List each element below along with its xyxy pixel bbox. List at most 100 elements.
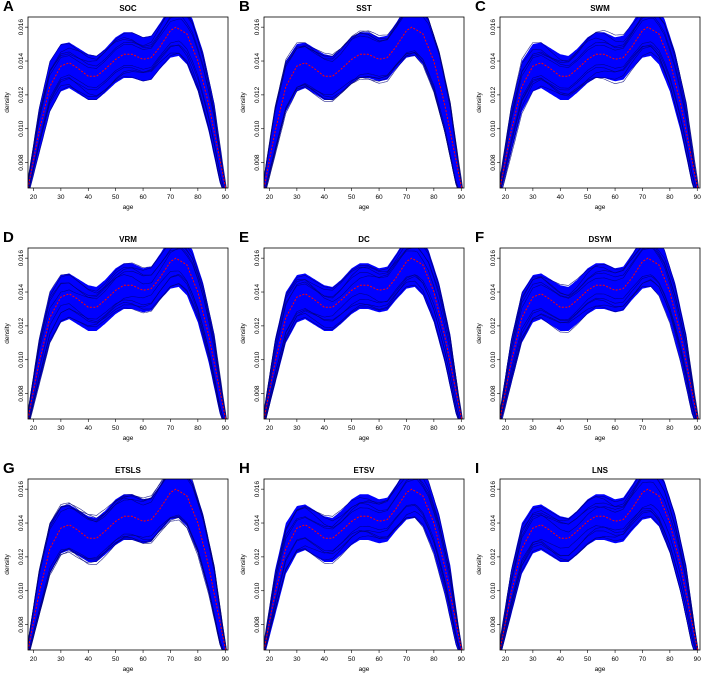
y-tick-label: 0.014: [254, 515, 261, 532]
y-tick-label: 0.016: [490, 19, 497, 36]
lower-trace-line: [502, 279, 695, 419]
x-tick-label: 80: [430, 656, 438, 663]
lower-trace-line: [264, 503, 461, 650]
lower-trace-line: [265, 55, 459, 188]
lower-trace-line: [30, 283, 223, 419]
x-tick-label: 50: [348, 656, 356, 663]
panel-letter: I: [475, 460, 480, 477]
upper-trace-line: [264, 479, 463, 650]
y-axis-label: density: [476, 91, 483, 112]
y-tick-label: 0.016: [18, 481, 25, 498]
x-tick-label: 50: [348, 194, 356, 201]
y-tick-label: 0.010: [18, 120, 25, 137]
y-tick-label: 0.014: [18, 53, 25, 70]
y-axis-label: density: [476, 553, 483, 574]
x-tick-label: 80: [666, 656, 674, 663]
plot-area: [264, 248, 463, 419]
y-tick-label: 0.008: [490, 154, 497, 171]
x-tick-label: 70: [167, 425, 175, 432]
x-tick-label: 80: [430, 425, 438, 432]
x-tick-label: 80: [430, 194, 438, 201]
plot-area: [500, 479, 699, 650]
curve-band: [28, 479, 227, 650]
x-tick-label: 30: [529, 194, 537, 201]
chart-panel-d: VRM 20 30 40 50 60 70 80 90 age 0.008 0.010 0.012 0.0…: [0, 229, 236, 462]
x-tick-label: 70: [639, 425, 647, 432]
x-tick-label: 30: [57, 425, 65, 432]
upper-trace-line: [500, 248, 699, 419]
x-tick-label: 80: [194, 194, 202, 201]
x-tick-label: 20: [30, 194, 38, 201]
y-tick-label: 0.014: [18, 515, 25, 532]
y-tick-label: 0.012: [254, 86, 261, 103]
lower-trace-line: [501, 510, 694, 650]
plot-frame: [263, 247, 465, 420]
plot-area: [264, 17, 464, 188]
panel-letter: A: [3, 0, 14, 15]
x-tick-label: 70: [167, 194, 175, 201]
x-tick-label: 70: [167, 656, 175, 663]
x-tick-label: 40: [321, 656, 329, 663]
lower-trace-line: [29, 515, 223, 650]
x-tick-label: 60: [139, 425, 147, 432]
chart-panel-f: DSYM 20 30 40 50 60 70 80 90 age 0.008 0.010 0.012 0.…: [472, 229, 708, 462]
x-tick-label: 90: [458, 656, 466, 663]
lower-trace-line: [500, 511, 696, 650]
chart-title: SWM: [590, 4, 610, 13]
curve-band: [264, 17, 463, 188]
y-tick-label: 0.016: [254, 250, 261, 267]
lower-trace-line: [265, 516, 459, 650]
upper-trace-line: [500, 17, 700, 188]
y-axis-label: density: [4, 91, 11, 112]
x-tick-label: 70: [639, 656, 647, 663]
y-tick-label: 0.012: [490, 317, 497, 334]
y-axis-label: density: [240, 91, 247, 112]
x-tick-label: 50: [584, 425, 592, 432]
y-axis-label: density: [240, 553, 247, 574]
y-tick-label: 0.014: [18, 284, 25, 301]
x-tick-label: 40: [85, 425, 93, 432]
x-axis-label: age: [595, 666, 606, 673]
y-axis-label: density: [476, 322, 483, 343]
y-axis-label: density: [4, 322, 11, 343]
x-tick-label: 90: [222, 194, 230, 201]
chart-svg: LNS 20 30 40 50 60 70 80 90 age 0.008 0.010 0.012 0.0…: [476, 466, 701, 673]
plot-frame: [263, 478, 465, 651]
panel-letter: C: [475, 0, 486, 15]
upper-trace-line: [500, 17, 698, 188]
plot-area: [28, 17, 227, 188]
y-tick-label: 0.008: [254, 616, 261, 633]
x-tick-label: 60: [375, 656, 383, 663]
upper-trace-line: [28, 17, 227, 188]
mean-curve-line: [264, 26, 463, 188]
chart-panel-e: DC 20 30 40 50 60 70 80 90 age 0.008 0.010 0.012 0.01…: [236, 229, 472, 462]
x-tick-label: 60: [611, 194, 619, 201]
y-tick-label: 0.008: [254, 154, 261, 171]
y-tick-label: 0.008: [18, 385, 25, 402]
lower-trace-line: [500, 504, 697, 650]
chart-title: SST: [356, 4, 372, 13]
x-axis-label: age: [359, 666, 370, 673]
x-tick-label: 40: [321, 194, 329, 201]
upper-trace-line: [264, 248, 463, 419]
lower-trace-line: [500, 275, 697, 419]
x-tick-label: 60: [139, 194, 147, 201]
x-tick-label: 80: [194, 656, 202, 663]
lower-trace-line: [28, 519, 224, 650]
x-tick-label: 20: [502, 425, 510, 432]
upper-trace-line: [264, 479, 463, 650]
x-tick-label: 50: [112, 656, 120, 663]
x-tick-label: 30: [57, 656, 65, 663]
y-tick-label: 0.008: [254, 385, 261, 402]
panel-letter: B: [239, 0, 250, 15]
upper-trace-line: [28, 248, 226, 419]
curve-band: [28, 17, 227, 188]
mean-curve-line: [28, 26, 227, 188]
upper-trace-line: [264, 248, 463, 419]
x-tick-label: 80: [666, 425, 674, 432]
chart-svg: SOC 20 30 40 50 60 70 80 90 age 0.008 0.010 0.012 0.0…: [4, 4, 230, 211]
upper-trace-line: [500, 248, 698, 419]
chart-svg: ETSLS 20 30 40 50 60 70 80 90 age 0.008 0.010 0.012 0…: [4, 466, 229, 673]
lower-trace-line: [500, 280, 697, 419]
